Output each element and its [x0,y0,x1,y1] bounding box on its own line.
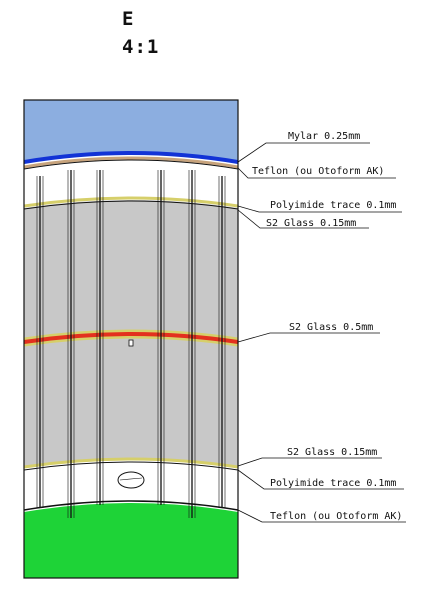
teflon-top-line [24,159,238,170]
glass-top-line [24,200,238,210]
callout-glass-bottom: S2 Glass 0.15mm [287,447,377,458]
top-region [24,100,238,161]
section-outline [23,99,239,579]
callout-leaders [237,142,406,523]
callout-teflon-bottom: Teflon (ou Otoform AK) [270,511,402,522]
glass-bottom-line [24,461,238,471]
bottom-region [24,503,238,578]
callout-glass-mid: S2 Glass 0.5mm [289,322,373,333]
mylar-band [24,151,238,164]
view-scale: 4:1 [122,36,160,58]
polyimide-top-band [24,196,238,208]
glass-mid-band [24,332,238,344]
vertical-fibres [39,170,223,518]
callout-teflon-top: Teflon (ou Otoform AK) [252,166,384,177]
section-body [24,100,238,578]
fibre-edges [36,170,226,518]
glass-bottom-band [24,457,238,469]
via-ellipse [117,471,145,489]
callout-polyimide-top: Polyimide trace 0.1mm [270,200,396,211]
view-letter: E [122,8,135,30]
center-marker [128,339,134,347]
core-lower [24,337,238,468]
upper-white-layer [24,159,238,208]
callout-glass-top: S2 Glass 0.15mm [266,218,356,229]
callout-mylar: Mylar 0.25mm [288,131,360,142]
teflon-top-band [24,156,238,169]
teflon-bottom-line [24,500,238,511]
callout-polyimide-bottom: Polyimide trace 0.1mm [270,478,396,489]
core-upper [24,200,238,345]
